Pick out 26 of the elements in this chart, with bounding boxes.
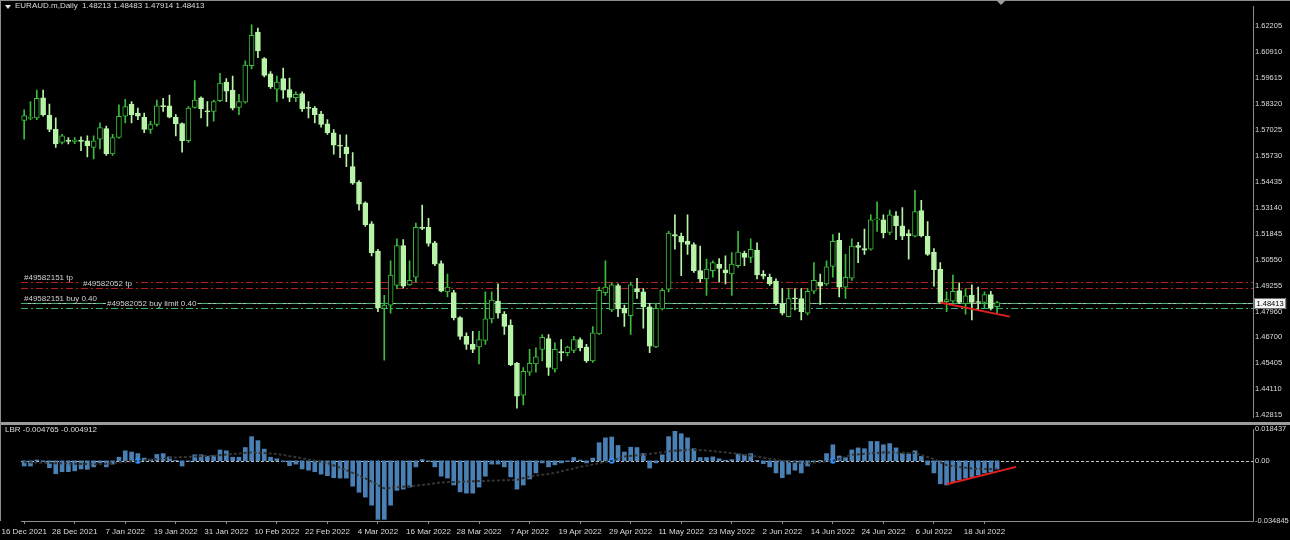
x-tick-label: 28 Mar 2022 (456, 527, 503, 536)
ref-line-label: #49582052 buy limit 0.40 (106, 299, 197, 309)
x-tick-label: 29 Apr 2022 (609, 527, 653, 536)
x-tick-label: 11 May 2022 (658, 527, 705, 536)
x-tick-label: 24 Jun 2022 (861, 527, 906, 536)
x-tick-label: 4 Mar 2022 (357, 527, 399, 536)
x-tick-label: 16 Mar 2022 (406, 527, 452, 536)
ref-line-label: #49582151 tp (24, 273, 74, 283)
x-tick-label: 7 Jan 2022 (105, 527, 146, 536)
x-tick-label: 19 Apr 2022 (558, 527, 603, 536)
chart-title: LBR -0.004765 -0.004912 (5, 425, 98, 435)
x-tick-label: 23 May 2022 (708, 527, 756, 536)
x-tick-label: 22 Feb 2022 (304, 527, 351, 536)
x-tick-label: 31 Jan 2022 (204, 527, 249, 536)
x-tick-label: 14 Jun 2022 (810, 527, 856, 536)
x-tick-label: 19 Jan 2022 (153, 527, 199, 536)
chart-title: EURAUD.m,Daily 1.48213 1.48483 1.47914 1.48413 (15, 1, 206, 11)
x-tick-label: 16 Dec 2021 (1, 527, 48, 536)
x-tick-label: 6 Jul 2022 (915, 527, 953, 536)
x-tick-label: 7 Apr 2022 (510, 527, 550, 536)
ref-line-label: #49582151 buy 0.40 (24, 293, 98, 303)
x-tick-label: 2 Jun 2022 (762, 527, 803, 536)
ref-line-label: #49582052 tp (82, 279, 133, 289)
x-tick-label: 18 Jul 2022 (963, 527, 1006, 536)
x-tick-label: 10 Feb 2022 (254, 527, 300, 536)
x-tick-label: 28 Dec 2021 (52, 527, 98, 536)
